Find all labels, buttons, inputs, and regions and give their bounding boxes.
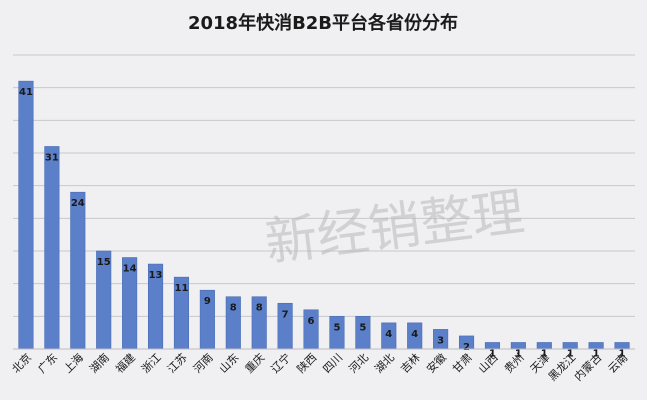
data-label: 24 xyxy=(71,198,85,209)
data-label: 4 xyxy=(411,329,418,340)
data-label: 1 xyxy=(515,348,522,359)
bar xyxy=(70,191,86,350)
data-label: 2 xyxy=(463,342,470,353)
data-label: 1 xyxy=(541,348,548,359)
data-label: 1 xyxy=(567,348,574,359)
data-label: 15 xyxy=(97,257,111,268)
data-label: 1 xyxy=(489,348,496,359)
bar xyxy=(44,146,60,350)
data-label: 31 xyxy=(45,152,59,163)
data-label: 11 xyxy=(174,283,188,294)
bars xyxy=(18,80,630,350)
data-label: 9 xyxy=(204,296,211,307)
gridlines xyxy=(13,54,635,317)
data-label: 4 xyxy=(385,329,392,340)
data-label: 1 xyxy=(593,348,600,359)
data-label: 6 xyxy=(308,316,315,327)
data-label: 14 xyxy=(123,264,137,275)
data-label: 8 xyxy=(256,303,263,314)
bar xyxy=(18,80,34,350)
data-label: 13 xyxy=(149,270,163,281)
data-label: 5 xyxy=(359,322,366,333)
data-label: 7 xyxy=(282,309,289,320)
data-label: 5 xyxy=(333,322,340,333)
data-label: 1 xyxy=(619,348,626,359)
data-label: 41 xyxy=(19,87,33,98)
data-label: 8 xyxy=(230,303,237,314)
chart-title: 2018年快消B2B平台各省份分布 xyxy=(188,12,458,34)
data-label: 3 xyxy=(437,335,444,346)
